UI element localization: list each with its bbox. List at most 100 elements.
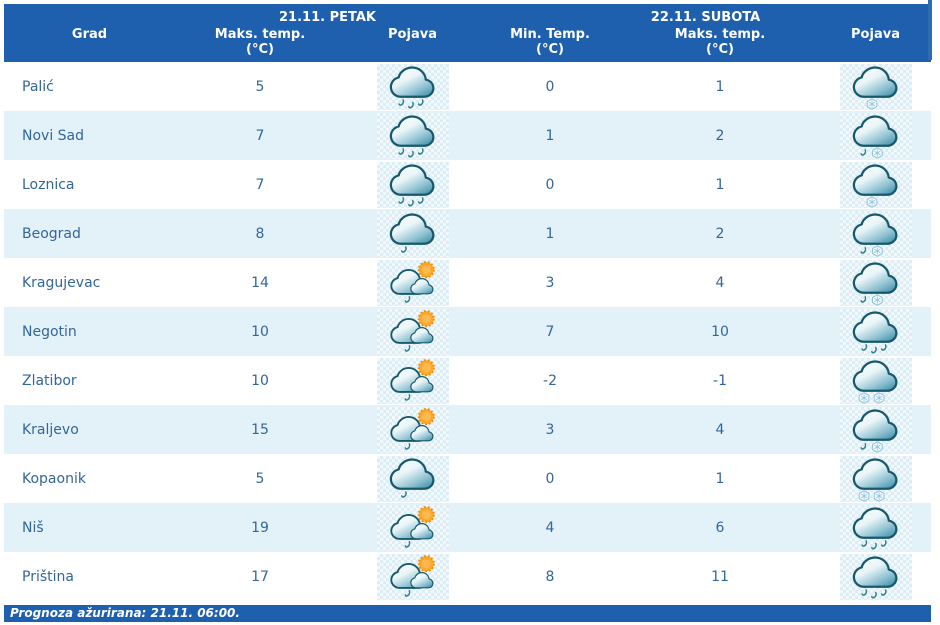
day1-pojava-cell bbox=[345, 160, 480, 209]
day2-icon-tile bbox=[839, 553, 912, 600]
column-header-day2-min-unit: (°C) bbox=[536, 42, 564, 57]
city-name: Niš bbox=[22, 519, 44, 536]
cloud-snow-2-icon bbox=[851, 456, 901, 502]
day2-icon-tile bbox=[839, 259, 912, 306]
day2-pojava-cell bbox=[820, 258, 931, 307]
cloud-snow-1-icon bbox=[851, 64, 901, 110]
column-header-grad: Grad bbox=[71, 27, 108, 42]
day2-icon-tile bbox=[839, 63, 912, 110]
city-name: Kopaonik bbox=[22, 470, 86, 487]
column-header-day2-pojava: Pojava bbox=[851, 27, 900, 42]
table-row: Palić 5 0 1 bbox=[4, 62, 931, 111]
day1-icon-tile bbox=[376, 553, 449, 600]
cloud-rain-snow-icon bbox=[851, 113, 901, 159]
day2-min-temp: 3 bbox=[545, 421, 555, 438]
cloud-snow-1-icon bbox=[851, 162, 901, 208]
day2-pojava-cell bbox=[820, 209, 931, 258]
day2-min-temp: 7 bbox=[545, 323, 555, 340]
day1-pojava-cell bbox=[345, 405, 480, 454]
day1-pojava-cell bbox=[345, 111, 480, 160]
day1-max-temp: 15 bbox=[251, 421, 269, 438]
cloud-rain-3-icon bbox=[388, 113, 438, 159]
day2-icon-tile bbox=[839, 504, 912, 551]
cloud-rain-1-icon bbox=[388, 456, 438, 502]
column-header-day1-max: Maks. temp. (°C) bbox=[175, 25, 345, 62]
day2-min-temp: 1 bbox=[545, 225, 555, 242]
table-row: Niš 19 4 6 bbox=[4, 503, 931, 552]
day2-date-header: 22.11. SUBOTA bbox=[650, 10, 761, 25]
day1-pojava-cell bbox=[345, 62, 480, 111]
day2-icon-tile bbox=[839, 455, 912, 502]
column-header-day1-max-label: Maks. temp. bbox=[214, 27, 306, 42]
city-name: Negotin bbox=[22, 323, 77, 340]
day2-pojava-cell bbox=[820, 111, 931, 160]
column-header-day2-min-label: Min. Temp. bbox=[510, 27, 590, 42]
day1-icon-tile bbox=[376, 112, 449, 159]
day2-max-temp: 4 bbox=[715, 274, 725, 291]
day2-min-temp: 0 bbox=[545, 176, 555, 193]
city-name: Beograd bbox=[22, 225, 81, 242]
table-row: Loznica 7 0 1 bbox=[4, 160, 931, 209]
day2-icon-tile bbox=[839, 161, 912, 208]
cloud-snow-2-icon bbox=[851, 358, 901, 404]
day2-max-temp: 2 bbox=[715, 225, 725, 242]
day2-min-temp: 0 bbox=[545, 78, 555, 95]
day2-icon-tile bbox=[839, 210, 912, 257]
day2-max-temp: 1 bbox=[715, 78, 725, 95]
column-header-day2-max-label: Maks. temp. bbox=[674, 27, 766, 42]
day1-pojava-cell bbox=[345, 503, 480, 552]
column-header-day2-min: Min. Temp. (°C) bbox=[480, 25, 620, 62]
day1-max-temp: 8 bbox=[255, 225, 265, 242]
city-name: Novi Sad bbox=[22, 127, 85, 144]
day2-min-temp: 0 bbox=[545, 470, 555, 487]
day2-pojava-cell bbox=[820, 552, 931, 601]
city-name: Kraljevo bbox=[22, 421, 79, 438]
table-row: Priština 17 8 11 bbox=[4, 552, 931, 601]
day1-pojava-cell bbox=[345, 454, 480, 503]
forecast-updated-bar: Prognoza ažurirana: 21.11. 06:00. bbox=[4, 605, 931, 622]
day1-icon-tile bbox=[376, 63, 449, 110]
day2-max-temp: -1 bbox=[713, 372, 727, 389]
day2-pojava-cell bbox=[820, 307, 931, 356]
day1-max-temp: 5 bbox=[255, 78, 265, 95]
day1-icon-tile bbox=[376, 210, 449, 257]
day2-icon-tile bbox=[839, 308, 912, 355]
day1-max-temp: 14 bbox=[251, 274, 269, 291]
day1-icon-tile bbox=[376, 357, 449, 404]
day2-max-temp: 1 bbox=[715, 470, 725, 487]
day2-max-temp: 1 bbox=[715, 176, 725, 193]
sun-cloud-rain-1-icon bbox=[388, 554, 438, 600]
cloud-rain-3-icon bbox=[851, 554, 901, 600]
day1-max-temp: 5 bbox=[255, 470, 265, 487]
sun-cloud-rain-1-icon bbox=[388, 309, 438, 355]
cloud-rain-1-icon bbox=[388, 211, 438, 257]
day2-min-temp: 4 bbox=[545, 519, 555, 536]
day1-max-temp: 7 bbox=[255, 127, 265, 144]
day2-max-temp: 6 bbox=[715, 519, 725, 536]
day2-icon-tile bbox=[839, 112, 912, 159]
forecast-table: 21.11. PETAK 22.11. SUBOTA Grad Maks. te… bbox=[4, 4, 931, 601]
cloud-rain-snow-icon bbox=[851, 260, 901, 306]
table-row: Kraljevo 15 3 4 bbox=[4, 405, 931, 454]
header-right-edge bbox=[928, 0, 932, 60]
day2-min-temp: 1 bbox=[545, 127, 555, 144]
city-name: Loznica bbox=[22, 176, 75, 193]
day2-max-temp: 2 bbox=[715, 127, 725, 144]
day1-icon-tile bbox=[376, 259, 449, 306]
day2-pojava-cell bbox=[820, 160, 931, 209]
day2-pojava-cell bbox=[820, 356, 931, 405]
day2-pojava-cell bbox=[820, 405, 931, 454]
table-row: Zlatibor 10 -2 -1 bbox=[4, 356, 931, 405]
table-row: Beograd 8 1 2 bbox=[4, 209, 931, 258]
day2-icon-tile bbox=[839, 406, 912, 453]
day1-pojava-cell bbox=[345, 356, 480, 405]
city-name: Kragujevac bbox=[22, 274, 101, 291]
day2-min-temp: 8 bbox=[545, 568, 555, 585]
table-row: Kopaonik 5 0 1 bbox=[4, 454, 931, 503]
table-body: Palić 5 0 1 Novi Sad 7 1 2 bbox=[4, 62, 931, 601]
day2-min-temp: 3 bbox=[545, 274, 555, 291]
day2-max-temp: 11 bbox=[711, 568, 729, 585]
cloud-rain-3-icon bbox=[388, 162, 438, 208]
city-name: Zlatibor bbox=[22, 372, 77, 389]
sun-cloud-rain-1-icon bbox=[388, 358, 438, 404]
